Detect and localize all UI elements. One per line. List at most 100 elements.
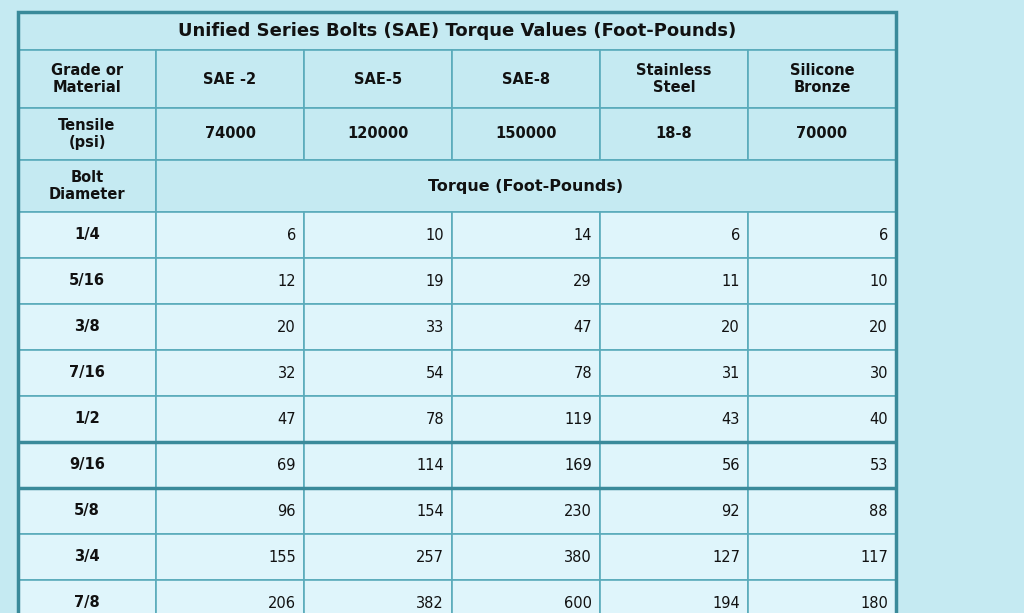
Text: 6: 6: [287, 227, 296, 243]
Text: 88: 88: [869, 503, 888, 519]
Text: 5/16: 5/16: [69, 273, 105, 289]
Text: 380: 380: [564, 549, 592, 565]
Text: SAE -2: SAE -2: [204, 72, 257, 86]
Bar: [304, 580, 452, 613]
Bar: [452, 350, 600, 396]
Text: SAE-5: SAE-5: [354, 72, 402, 86]
Bar: [18, 108, 156, 160]
Bar: [452, 396, 600, 442]
Text: 69: 69: [278, 457, 296, 473]
Bar: [304, 212, 452, 258]
Text: 119: 119: [564, 411, 592, 427]
Bar: [18, 304, 156, 350]
Bar: [18, 12, 896, 613]
Text: 257: 257: [416, 549, 444, 565]
Text: 74000: 74000: [205, 126, 256, 142]
Text: Bolt
Diameter: Bolt Diameter: [49, 170, 125, 202]
Bar: [304, 534, 452, 580]
Text: 169: 169: [564, 457, 592, 473]
Bar: [600, 212, 748, 258]
Bar: [18, 50, 156, 108]
Text: 31: 31: [722, 365, 740, 381]
Bar: [304, 396, 452, 442]
Text: 154: 154: [416, 503, 444, 519]
Text: 20: 20: [278, 319, 296, 335]
Bar: [304, 488, 452, 534]
Bar: [452, 50, 600, 108]
Bar: [600, 534, 748, 580]
Bar: [600, 258, 748, 304]
Bar: [600, 580, 748, 613]
Bar: [156, 258, 304, 304]
Bar: [156, 396, 304, 442]
Text: 1/2: 1/2: [74, 411, 100, 427]
Text: Torque (Foot-Pounds): Torque (Foot-Pounds): [428, 178, 624, 194]
Bar: [18, 160, 156, 212]
Bar: [18, 580, 156, 613]
Text: 54: 54: [426, 365, 444, 381]
Bar: [600, 488, 748, 534]
Text: 206: 206: [268, 595, 296, 611]
Text: Silicone
Bronze: Silicone Bronze: [790, 63, 854, 95]
Bar: [748, 580, 896, 613]
Text: 96: 96: [278, 503, 296, 519]
Bar: [452, 304, 600, 350]
Bar: [452, 212, 600, 258]
Text: 7/16: 7/16: [69, 365, 104, 381]
Bar: [452, 442, 600, 488]
Bar: [304, 350, 452, 396]
Text: 3/8: 3/8: [74, 319, 100, 335]
Bar: [304, 50, 452, 108]
Text: 382: 382: [416, 595, 444, 611]
Text: 47: 47: [573, 319, 592, 335]
Text: 7/8: 7/8: [74, 595, 100, 611]
Text: 11: 11: [722, 273, 740, 289]
Bar: [452, 534, 600, 580]
Text: 180: 180: [860, 595, 888, 611]
Text: 5/8: 5/8: [74, 503, 100, 519]
Text: 600: 600: [564, 595, 592, 611]
Bar: [156, 442, 304, 488]
Text: 29: 29: [573, 273, 592, 289]
Text: SAE-8: SAE-8: [502, 72, 550, 86]
Bar: [156, 304, 304, 350]
Text: 9/16: 9/16: [69, 457, 104, 473]
Bar: [18, 350, 156, 396]
Bar: [748, 442, 896, 488]
Bar: [452, 108, 600, 160]
Text: 56: 56: [722, 457, 740, 473]
Bar: [304, 258, 452, 304]
Bar: [748, 488, 896, 534]
Bar: [18, 212, 156, 258]
Bar: [748, 108, 896, 160]
Text: 40: 40: [869, 411, 888, 427]
Text: Grade or
Material: Grade or Material: [51, 63, 123, 95]
Text: 3/4: 3/4: [74, 549, 99, 565]
Bar: [156, 50, 304, 108]
Text: 230: 230: [564, 503, 592, 519]
Bar: [748, 350, 896, 396]
Bar: [452, 580, 600, 613]
Bar: [18, 442, 156, 488]
Bar: [748, 50, 896, 108]
Text: 78: 78: [425, 411, 444, 427]
Text: 43: 43: [722, 411, 740, 427]
Bar: [18, 258, 156, 304]
Text: 70000: 70000: [797, 126, 848, 142]
Bar: [452, 488, 600, 534]
Bar: [748, 534, 896, 580]
Bar: [600, 350, 748, 396]
Bar: [18, 534, 156, 580]
Text: 47: 47: [278, 411, 296, 427]
Text: 1/4: 1/4: [74, 227, 100, 243]
Bar: [748, 258, 896, 304]
Text: 117: 117: [860, 549, 888, 565]
Text: 19: 19: [426, 273, 444, 289]
Bar: [600, 304, 748, 350]
Bar: [156, 212, 304, 258]
Bar: [156, 350, 304, 396]
Text: 12: 12: [278, 273, 296, 289]
Bar: [748, 396, 896, 442]
Text: 6: 6: [731, 227, 740, 243]
Bar: [600, 442, 748, 488]
